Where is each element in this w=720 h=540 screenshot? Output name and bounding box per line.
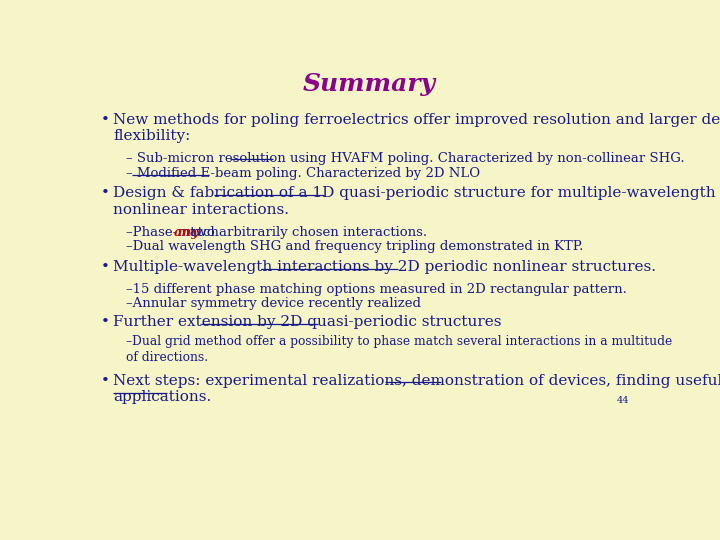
Text: Multiple-wavelength interactions by 2D periodic nonlinear structures.: Multiple-wavelength interactions by 2D p… [113, 260, 656, 274]
Text: –Annular symmetry device recently realized: –Annular symmetry device recently realiz… [126, 296, 420, 309]
Text: 44: 44 [617, 396, 629, 405]
Text: –Phase-match: –Phase-match [126, 226, 222, 239]
Text: Next steps: experimental realizations, demonstration of devices, finding useful
: Next steps: experimental realizations, d… [113, 374, 720, 404]
Text: Design & fabrication of a 1D quasi-periodic structure for multiple-wavelength
no: Design & fabrication of a 1D quasi-perio… [113, 186, 716, 217]
Text: Summary: Summary [302, 72, 436, 97]
Text: Further extension by 2D quasi-periodic structures: Further extension by 2D quasi-periodic s… [113, 315, 502, 329]
Text: •: • [101, 112, 109, 126]
Text: •: • [101, 374, 109, 388]
Text: two arbitrarily chosen interactions.: two arbitrarily chosen interactions. [186, 226, 427, 239]
Text: – Sub-micron resolution using HVAFM poling. Characterized by non-collinear SHG.: – Sub-micron resolution using HVAFM poli… [126, 152, 684, 165]
Text: any: any [174, 226, 199, 239]
Text: – Modified E-beam poling. Characterized by 2D NLO: – Modified E-beam poling. Characterized … [126, 167, 480, 180]
Text: –Dual wavelength SHG and frequency tripling demonstrated in KTP.: –Dual wavelength SHG and frequency tripl… [126, 240, 583, 253]
Text: –15 different phase matching options measured in 2D rectangular pattern.: –15 different phase matching options mea… [126, 283, 626, 296]
Text: •: • [101, 315, 109, 329]
Text: New methods for poling ferroelectrics offer improved resolution and larger desig: New methods for poling ferroelectrics of… [113, 112, 720, 143]
Text: •: • [101, 260, 109, 274]
Text: •: • [101, 186, 109, 200]
Text: –Dual grid method offer a possibility to phase match several interactions in a m: –Dual grid method offer a possibility to… [126, 335, 672, 363]
